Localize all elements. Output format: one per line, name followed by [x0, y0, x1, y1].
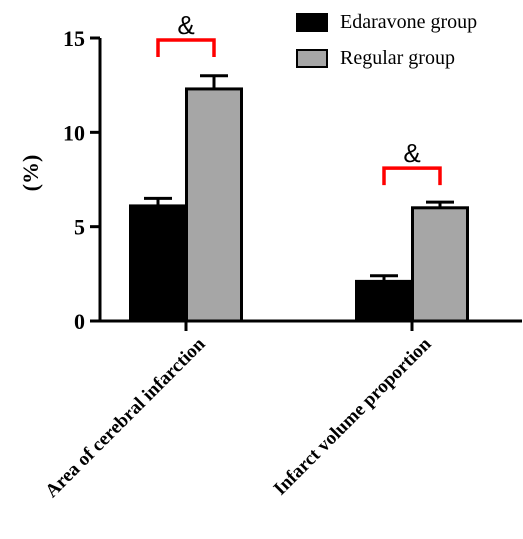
y-tick-label: 15	[63, 26, 85, 51]
significance-label: &	[177, 10, 194, 40]
y-tick-label: 0	[74, 309, 85, 334]
significance-bracket	[156, 38, 216, 57]
legend-label: Regular group	[340, 47, 455, 69]
x-category-label: Infarct volume proportion	[270, 333, 436, 499]
legend-label: Edaravone group	[340, 11, 477, 33]
y-tick-label: 5	[74, 215, 85, 240]
bar-regular	[185, 87, 243, 323]
bars	[129, 74, 469, 323]
significance-label: &	[403, 138, 420, 168]
bar-edaravone	[129, 204, 187, 323]
legend-swatch	[296, 13, 328, 32]
significance-markers: &&	[156, 10, 442, 186]
bar-regular	[411, 206, 469, 323]
x-category-label: Area of cerebral infarction	[41, 333, 209, 501]
y-tick-label: 10	[63, 120, 85, 145]
legend-swatch	[296, 49, 328, 68]
significance-bracket	[382, 166, 442, 186]
bar-edaravone	[355, 279, 413, 323]
legend: Edaravone group Regular group	[296, 11, 477, 69]
y-axis-label: (%)	[18, 155, 43, 192]
